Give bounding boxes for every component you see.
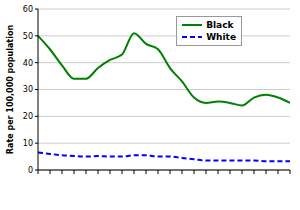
svg-text:Rate per 100,000 population: Rate per 100,000 population (8, 25, 15, 155)
svg-text:20: 20 (23, 112, 33, 121)
html-text:Black: Black (206, 20, 234, 30)
svg-text:50: 50 (23, 32, 33, 41)
svg-text:0: 0 (28, 166, 33, 175)
svg-text:40: 40 (23, 59, 33, 68)
html-text:White: White (206, 32, 236, 42)
svg-text:60: 60 (23, 5, 33, 14)
svg-text:10: 10 (23, 139, 33, 148)
svg-text:30: 30 (23, 85, 33, 94)
